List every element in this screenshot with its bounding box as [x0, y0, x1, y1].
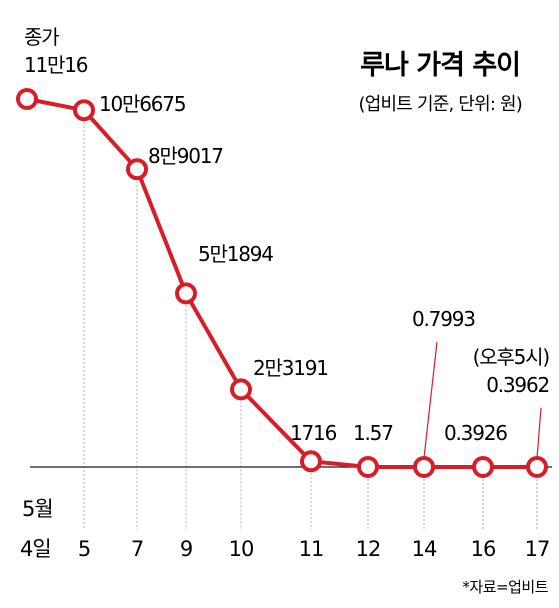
data-point: [126, 158, 148, 181]
point-label: (오후5시): [473, 345, 550, 369]
x-tick-label: 11: [299, 537, 324, 561]
point-label: 2만3191: [253, 356, 328, 380]
data-point: [175, 282, 197, 305]
callout-line: [536, 407, 542, 459]
x-tick-label: 12: [356, 537, 381, 561]
data-point: [526, 456, 548, 478]
data-point: [230, 378, 252, 401]
data-point: [357, 456, 379, 478]
point-label: 10만6675: [99, 92, 185, 116]
x-tick-label: 5: [78, 537, 90, 561]
point-label: 1.57: [353, 421, 393, 445]
point-label: 8만9017: [148, 144, 223, 168]
point-label: 종가: [24, 25, 59, 49]
data-points: [16, 88, 548, 478]
x-tick-label: 14: [412, 537, 437, 561]
point-label: 5만1894: [198, 242, 273, 266]
data-point: [472, 456, 494, 478]
source-note: *자료=업비트: [462, 578, 548, 596]
x-tick-label: 10: [229, 537, 254, 561]
point-labels: 종가 11만16 10만6675 8만9017 5만1894 2만3191 1716 1.57…: [24, 25, 551, 445]
x-tick-label: 9: [180, 537, 192, 561]
x-axis-ticks: 4일 5 7 9 10 11 12 14 16 17: [20, 537, 550, 561]
x-tick-label: 17: [525, 537, 550, 561]
point-label: 0.3926: [444, 421, 507, 445]
x-tick-label: 16: [471, 537, 496, 561]
callout-line: [423, 341, 438, 459]
point-label: 11만16: [24, 53, 88, 77]
series-line: [26, 97, 537, 469]
data-point: [300, 450, 322, 473]
x-tick-label: 4일: [20, 537, 51, 561]
point-label: 0.7993: [412, 307, 475, 331]
x-axis-month-label: 5월: [22, 497, 53, 521]
data-point: [413, 456, 435, 478]
chart-subtitle: (업비트 기준, 단위: 원): [359, 94, 522, 115]
point-label: 1716: [290, 421, 337, 445]
point-label: 0.3962: [486, 373, 549, 397]
chart-title: 루나 가격 추이: [360, 50, 520, 81]
x-tick-label: 7: [131, 537, 143, 561]
guide-lines: [83, 110, 538, 530]
data-point: [73, 99, 95, 122]
data-point: [16, 88, 38, 110]
